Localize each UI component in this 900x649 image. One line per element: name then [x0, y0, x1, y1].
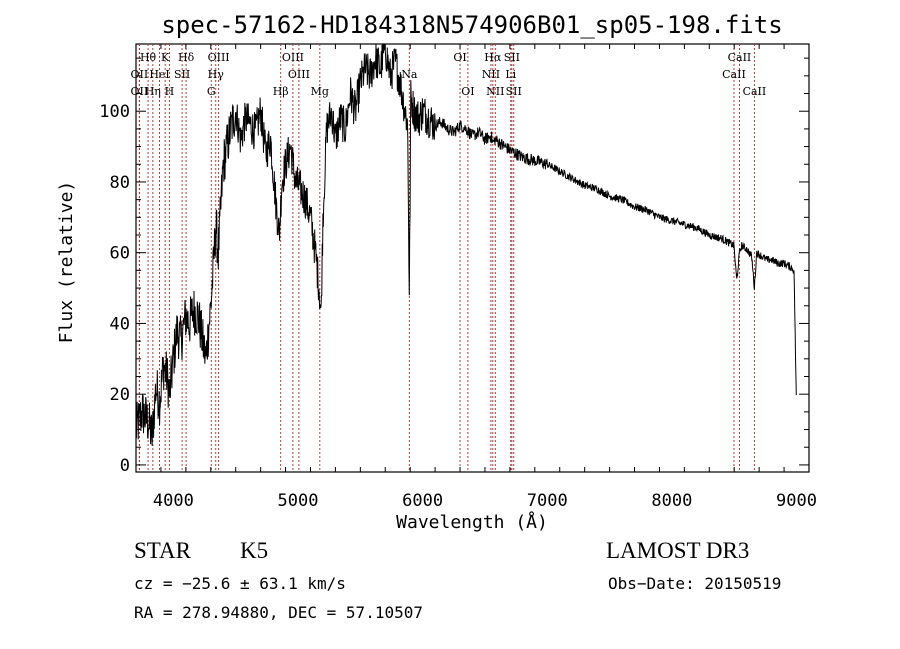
- xtick-label-5000: 5000: [278, 491, 319, 511]
- line-label-2: OII: [131, 85, 149, 98]
- line-label-3: HeI: [149, 68, 169, 81]
- xtick-label-6000: 6000: [402, 491, 443, 511]
- ytick-label-20: 20: [110, 385, 130, 405]
- line-label-21: NII: [486, 85, 504, 98]
- ytick-label-40: 40: [110, 314, 130, 334]
- observation-date: Obs−Date: 20150519: [608, 574, 782, 593]
- line-label-16: Na: [401, 68, 418, 81]
- line-label-5: K: [161, 51, 170, 64]
- line-label-15: Mg: [311, 85, 329, 98]
- line-label-13: OIII: [282, 51, 304, 64]
- line-label-23: Li: [505, 68, 516, 81]
- object-type: STAR: [134, 538, 191, 563]
- ra-dec-coordinates: RA = 278.94880, DEC = 57.10507: [134, 603, 423, 622]
- line-label-1: OII: [131, 68, 149, 81]
- ytick-label-0: 0: [120, 456, 130, 476]
- plot-frame: [135, 43, 810, 473]
- y-axis-label: Flux (relative): [56, 181, 77, 344]
- ytick-label-80: 80: [110, 173, 130, 193]
- ytick-label-60: 60: [110, 244, 130, 264]
- xtick-label-4000: 4000: [153, 491, 194, 511]
- spectrum-line: [135, 43, 797, 446]
- line-label-18: OI: [461, 85, 474, 98]
- y-axis-ticks: 0 20 40 60 80 100: [99, 57, 809, 476]
- line-label-24: SII: [506, 85, 522, 98]
- line-label-22: SII: [504, 51, 520, 64]
- xtick-label-9000: 9000: [776, 491, 817, 511]
- line-label-25: CaII: [728, 51, 752, 64]
- line-label-26: CaII: [722, 68, 746, 81]
- line-label-9: OIII: [208, 51, 230, 64]
- line-label-7: H: [165, 85, 175, 98]
- line-label-11: G: [207, 85, 216, 98]
- chart-title: spec-57162-HD184318N574906B01_sp05-198.f…: [161, 11, 782, 39]
- line-label-17: OI: [453, 51, 466, 64]
- x-axis-label: Wavelength (Å): [396, 511, 548, 533]
- line-label-27: CaII: [743, 85, 767, 98]
- line-label-4: Hη: [145, 85, 161, 98]
- ytick-label-100: 100: [99, 102, 130, 122]
- object-subclass: K5: [240, 538, 269, 563]
- xtick-label-7000: 7000: [527, 491, 568, 511]
- line-label-6: SII: [174, 68, 190, 81]
- line-label-0: Hθ: [140, 51, 157, 64]
- line-label-14: OIII: [288, 68, 310, 81]
- xtick-label-8000: 8000: [651, 491, 692, 511]
- survey-name: LAMOST DR3: [606, 538, 750, 563]
- line-label-12: Hβ: [273, 85, 289, 98]
- line-label-19: Hα: [484, 51, 502, 64]
- line-label-10: Hγ: [208, 68, 225, 81]
- redshift-cz: cz = −25.6 ± 63.1 km/s: [134, 574, 346, 593]
- line-label-8: Hδ: [178, 51, 195, 64]
- line-label-20: NII: [482, 68, 500, 81]
- x-axis-ticks: 4000 5000 6000 7000 8000 9000: [135, 44, 817, 511]
- spectral-line-markers: [138, 44, 755, 472]
